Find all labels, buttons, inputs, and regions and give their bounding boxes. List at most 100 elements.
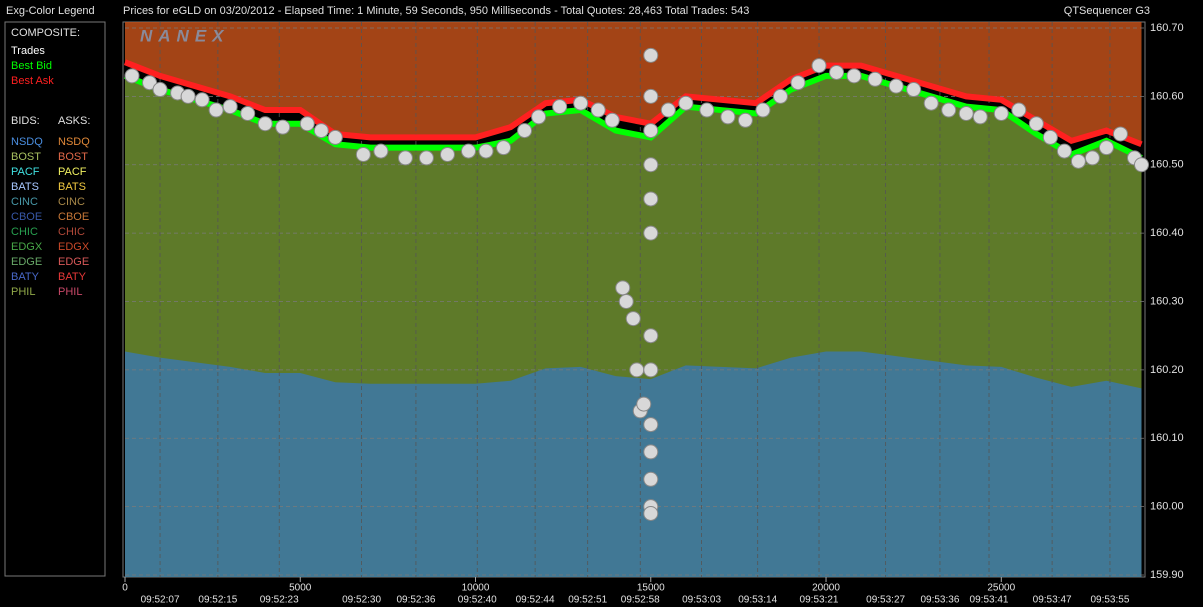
trade-point [142,75,158,91]
trade-point [604,112,620,128]
trade-point [1084,150,1100,166]
trade-point [643,328,659,344]
trade-point [573,95,589,111]
trade-point [941,102,957,118]
trade-point [1133,157,1149,173]
trade-point [397,150,413,166]
trade-point [906,82,922,98]
trade-point [1112,126,1128,142]
y-tick-label: 160.30 [1150,295,1184,307]
trade-point [643,157,659,173]
legend-bid: BATY [11,271,40,283]
trade-point [461,143,477,159]
trade-point [180,88,196,104]
x-tick-label: 15000 [637,583,665,594]
trade-point [327,129,343,145]
x-tick-label: 10000 [462,583,490,594]
time-tick-label: 09:52:40 [458,595,497,606]
trade-point [152,82,168,98]
legend-entry: Best Ask [11,75,54,87]
time-tick-label: 09:52:07 [141,595,180,606]
legend-bid: BOST [11,151,41,163]
time-tick-label: 09:52:15 [198,595,237,606]
legend-ask: NSDQ [58,136,90,148]
time-tick-label: 09:53:36 [920,595,959,606]
legend-ask: CBOE [58,211,89,223]
y-tick-label: 160.20 [1150,364,1184,376]
trade-point [517,123,533,139]
trade-point [660,102,676,118]
trade-point [194,92,210,108]
y-tick-label: 160.60 [1150,90,1184,102]
trade-point [618,294,634,309]
trade-point [615,280,631,296]
trade-point [590,102,606,118]
trade-point [772,88,788,104]
legend-bid: EDGE [11,256,42,268]
legend-bid: EDGX [11,241,43,253]
ask-area [125,22,1142,145]
legend-ask: EDGX [58,241,90,253]
legend-entry: Trades [11,45,45,57]
x-tick-label: 0 [122,583,128,594]
legend-bid: PACF [11,166,40,178]
legend-bids-heading: BIDS: [11,115,40,127]
legend-bid: CBOE [11,211,42,223]
y-tick-label: 159.90 [1150,569,1184,581]
trade-point [720,109,736,125]
trade-point [439,146,455,162]
trade-point [993,105,1009,121]
legend-title: Exg-Color Legend [6,5,95,17]
trade-point [222,99,238,115]
trade-point [1070,153,1086,169]
trade-point [1028,116,1044,132]
trade-point [643,362,659,378]
time-tick-label: 09:52:23 [260,595,299,606]
time-tick-label: 09:53:27 [866,595,905,606]
trade-point [846,68,862,84]
trade-point [418,150,434,166]
legend-asks-heading: ASKS: [58,115,90,127]
chart-title: Prices for eGLD on 03/20/2012 - Elapsed … [123,5,749,17]
trade-point [867,71,883,87]
legend-entry: Best Bid [11,60,52,72]
time-tick-label: 09:53:21 [800,595,839,606]
trade-point [643,417,659,433]
trade-point [737,112,753,128]
trade-point [373,143,389,159]
legend-composite: COMPOSITE: [11,27,80,39]
trade-point [643,444,659,460]
legend-ask: BATY [58,271,87,283]
time-tick-label: 09:52:36 [396,595,435,606]
trade-point [643,47,659,63]
trade-point [636,396,652,412]
time-tick-label: 09:53:41 [970,595,1009,606]
trade-point [1056,143,1072,159]
trade-point [625,311,641,327]
y-tick-label: 160.50 [1150,159,1184,171]
trade-point [1042,129,1058,145]
legend-ask: BOST [58,151,88,163]
time-tick-label: 09:52:58 [621,595,660,606]
quote-line [123,59,1143,148]
trade-point [257,116,273,132]
trade-point [643,123,659,139]
trade-point [643,505,659,521]
x-tick-label: 25000 [987,583,1015,594]
trade-point [531,109,547,125]
trade-point [208,102,224,118]
trade-point [972,109,988,125]
trade-point [478,143,494,159]
trade-point [552,99,568,115]
trade-point [496,140,512,156]
legend-bid: BATS [11,181,39,193]
app-name: QTSequencer G3 [1064,5,1150,17]
y-tick-label: 160.70 [1150,22,1184,34]
time-tick-label: 09:52:30 [342,595,381,606]
trade-point [790,75,806,91]
trade-point [240,105,256,121]
legend-bid: CINC [11,196,38,208]
x-tick-label: 20000 [812,583,840,594]
